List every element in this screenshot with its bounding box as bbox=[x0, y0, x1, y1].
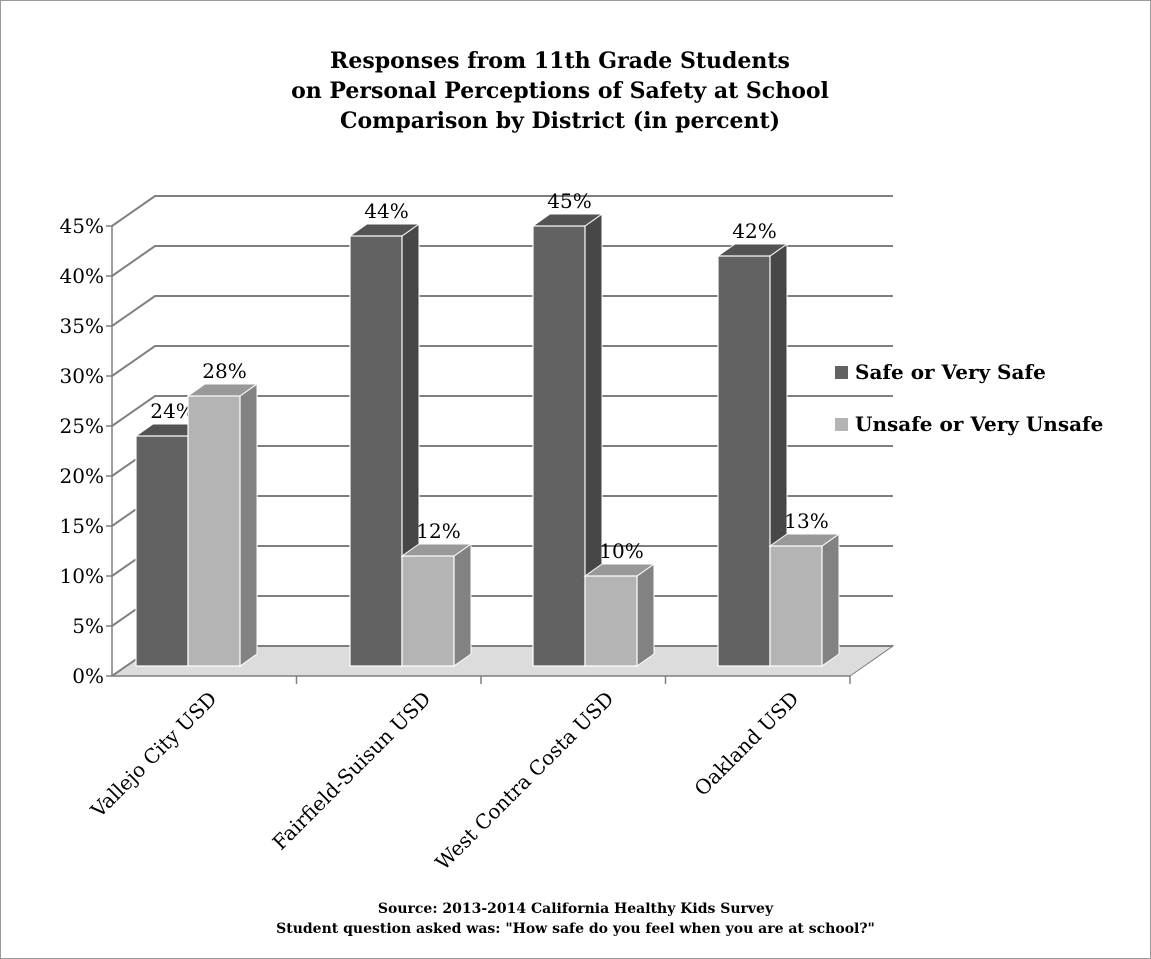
chart-title: Responses from 11th Grade Students on Pe… bbox=[0, 46, 1120, 136]
bar-unsafe bbox=[401, 555, 455, 667]
chart-legend: Safe or Very Safe Unsafe or Very Unsafe bbox=[835, 346, 1103, 450]
bar-unsafe bbox=[187, 395, 241, 667]
x-tick-label: West Contra Costa USD bbox=[430, 687, 618, 875]
y-tick-label: 35% bbox=[60, 314, 104, 338]
gridline bbox=[111, 195, 893, 227]
source-line: Source: 2013-2014 California Healthy Kid… bbox=[377, 901, 774, 917]
y-tick-label: 45% bbox=[60, 214, 104, 238]
data-label: 45% bbox=[547, 189, 591, 213]
legend-label-safe: Safe or Very Safe bbox=[855, 360, 1046, 384]
bar-safe bbox=[349, 235, 403, 667]
bar-safe bbox=[532, 225, 586, 667]
bar-safe bbox=[717, 255, 771, 667]
legend-item-unsafe: Unsafe or Very Unsafe bbox=[835, 398, 1103, 450]
bar-side-unsafe bbox=[636, 563, 655, 667]
data-label: 44% bbox=[364, 199, 408, 223]
legend-item-safe: Safe or Very Safe bbox=[835, 346, 1103, 398]
x-tick-label: Oakland USD bbox=[689, 687, 803, 801]
gridline bbox=[111, 395, 893, 427]
gridline bbox=[111, 295, 893, 327]
data-label: 10% bbox=[599, 539, 643, 563]
legend-swatch-safe bbox=[835, 365, 848, 379]
bar-side-unsafe bbox=[239, 383, 258, 667]
y-tick-label: 10% bbox=[60, 564, 104, 588]
chart-title-line-1: Responses from 11th Grade Students bbox=[330, 48, 790, 74]
chart-title-line-3: Comparison by District (in percent) bbox=[339, 108, 781, 134]
data-label: 24% bbox=[150, 399, 194, 423]
source-note: Source: 2013-2014 California Healthy Kid… bbox=[0, 899, 1151, 939]
data-label: 28% bbox=[202, 359, 246, 383]
gridline bbox=[111, 345, 893, 377]
x-tick-label: Vallejo City USD bbox=[85, 687, 221, 823]
legend-swatch-unsafe bbox=[835, 417, 848, 431]
bar-side-unsafe bbox=[453, 543, 472, 667]
y-tick-label: 40% bbox=[60, 264, 104, 288]
y-tick-label: 30% bbox=[60, 364, 104, 388]
bar-safe bbox=[135, 435, 189, 667]
y-tick-label: 15% bbox=[60, 514, 104, 538]
x-tick-label: Fairfield-Suisun USD bbox=[268, 687, 436, 855]
bar-unsafe bbox=[584, 575, 638, 667]
question-line: Student question asked was: "How safe do… bbox=[276, 921, 875, 937]
data-label: 42% bbox=[732, 219, 776, 243]
y-tick-label: 0% bbox=[72, 664, 104, 688]
y-tick-label: 25% bbox=[60, 414, 104, 438]
legend-label-unsafe: Unsafe or Very Unsafe bbox=[855, 412, 1104, 436]
data-label: 12% bbox=[416, 519, 460, 543]
chart-title-line-2: on Personal Perceptions of Safety at Sch… bbox=[291, 78, 829, 104]
bar-unsafe bbox=[769, 545, 823, 667]
y-tick-label: 5% bbox=[72, 614, 104, 638]
gridline bbox=[111, 245, 893, 277]
y-tick-label: 20% bbox=[60, 464, 104, 488]
bar-side-unsafe bbox=[821, 533, 840, 667]
data-label: 13% bbox=[784, 509, 828, 533]
